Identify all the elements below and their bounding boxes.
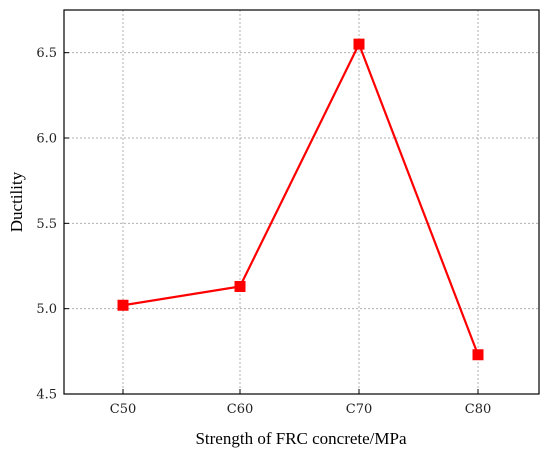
x-tick-label: C80 [465,402,492,417]
x-axis-title: Strength of FRC concrete/MPa [195,429,407,448]
grid [64,10,539,394]
y-tick-label: 5.5 [36,217,57,232]
y-tick-label: 4.5 [36,388,57,403]
x-tick-label: C70 [346,402,373,417]
x-tick-label: C60 [227,402,254,417]
y-tick-label: 5.0 [36,302,57,317]
data-point-marker [234,280,246,292]
axis-ticks: 4.5 5.0 5.5 6.0 6.5 C50 C60 C70 C80 [36,46,491,417]
y-tick-label: 6.5 [36,46,57,61]
series-line [122,41,480,356]
y-axis-title: Ductility [7,171,26,232]
y-tick-label: 6.0 [36,132,57,147]
data-point-marker [353,38,365,50]
plot-frame [63,9,540,395]
data-point-marker [472,349,484,361]
data-point-marker [117,299,129,311]
x-tick-label: C50 [110,402,137,417]
series-layer [117,38,484,361]
